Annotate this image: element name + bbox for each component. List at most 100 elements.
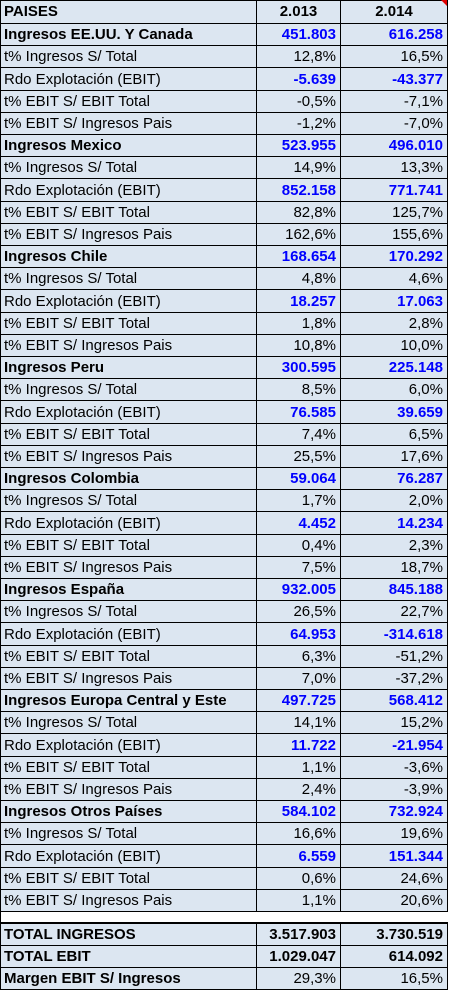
row-label: t% EBIT S/ EBIT Total — [0, 91, 257, 113]
value-cell: -7,0% — [341, 113, 448, 135]
row-label: t% EBIT S/ EBIT Total — [0, 868, 257, 890]
value-cell: -5.639 — [257, 68, 341, 91]
value-cell: 2,4% — [257, 779, 341, 801]
row-label: Ingresos Colombia — [0, 468, 257, 490]
value-cell: 16,6% — [257, 823, 341, 845]
value-cell: 14,9% — [257, 157, 341, 179]
value-cell: 16,5% — [341, 46, 448, 68]
value-cell: 0,6% — [257, 868, 341, 890]
value-cell: 19,6% — [341, 823, 448, 845]
value-cell: 168.654 — [257, 246, 341, 268]
row-label: t% EBIT S/ EBIT Total — [0, 646, 257, 668]
value-cell: 1,7% — [257, 490, 341, 512]
value-cell: 523.955 — [257, 135, 341, 157]
value-cell: 845.188 — [341, 579, 448, 601]
row-label: Ingresos Chile — [0, 246, 257, 268]
row-label: t% EBIT S/ Ingresos Pais — [0, 557, 257, 579]
value-cell: 20,6% — [341, 890, 448, 912]
row-label: Ingresos Peru — [0, 357, 257, 379]
row-label: t% EBIT S/ Ingresos Pais — [0, 113, 257, 135]
value-cell: 932.005 — [257, 579, 341, 601]
value-cell: 10,8% — [257, 335, 341, 357]
header-cell: PAISES — [0, 0, 257, 24]
row-label: t% EBIT S/ Ingresos Pais — [0, 224, 257, 246]
value-cell: 6,5% — [341, 424, 448, 446]
row-label: t% Ingresos S/ Total — [0, 157, 257, 179]
value-cell: -51,2% — [341, 646, 448, 668]
value-cell: 76.585 — [257, 401, 341, 424]
row-label: t% EBIT S/ Ingresos Pais — [0, 335, 257, 357]
value-cell: 11.722 — [257, 734, 341, 757]
row-label: Rdo Explotación (EBIT) — [0, 68, 257, 91]
value-cell: 4.452 — [257, 512, 341, 535]
value-cell: 82,8% — [257, 202, 341, 224]
value-cell: 6,3% — [257, 646, 341, 668]
total-label: Margen EBIT S/ Ingresos — [0, 968, 257, 990]
value-cell: 8,5% — [257, 379, 341, 401]
value-cell: 584.102 — [257, 801, 341, 823]
value-cell: 4,8% — [257, 268, 341, 290]
row-label: Rdo Explotación (EBIT) — [0, 290, 257, 313]
header-cell: 2.014 — [341, 0, 448, 24]
row-label: Rdo Explotación (EBIT) — [0, 401, 257, 424]
value-cell: -7,1% — [341, 91, 448, 113]
value-cell: 2,3% — [341, 535, 448, 557]
value-cell: 732.924 — [341, 801, 448, 823]
value-cell: 7,0% — [257, 668, 341, 690]
row-label: t% EBIT S/ Ingresos Pais — [0, 668, 257, 690]
value-cell: 1,1% — [257, 757, 341, 779]
row-label: Rdo Explotación (EBIT) — [0, 179, 257, 202]
value-cell: 497.725 — [257, 690, 341, 712]
value-cell: 76.287 — [341, 468, 448, 490]
row-label: t% EBIT S/ Ingresos Pais — [0, 446, 257, 468]
value-cell: 59.064 — [257, 468, 341, 490]
value-cell: 1,8% — [257, 313, 341, 335]
row-label: Ingresos Mexico — [0, 135, 257, 157]
row-label: Rdo Explotación (EBIT) — [0, 845, 257, 868]
value-cell: 225.148 — [341, 357, 448, 379]
value-cell: 22,7% — [341, 601, 448, 623]
value-cell: 12,8% — [257, 46, 341, 68]
row-label: Ingresos EE.UU. Y Canada — [0, 24, 257, 46]
row-label: t% EBIT S/ EBIT Total — [0, 424, 257, 446]
value-cell: 300.595 — [257, 357, 341, 379]
value-cell: -0,5% — [257, 91, 341, 113]
row-label: Rdo Explotación (EBIT) — [0, 623, 257, 646]
row-label: t% Ingresos S/ Total — [0, 268, 257, 290]
value-cell: 2,8% — [341, 313, 448, 335]
row-label: Ingresos Europa Central y Este — [0, 690, 257, 712]
value-cell: 4,6% — [341, 268, 448, 290]
row-label: t% EBIT S/ EBIT Total — [0, 313, 257, 335]
value-cell: 451.803 — [257, 24, 341, 46]
value-cell: 2,0% — [341, 490, 448, 512]
value-cell: -21.954 — [341, 734, 448, 757]
row-label: t% EBIT S/ EBIT Total — [0, 535, 257, 557]
value-cell: 162,6% — [257, 224, 341, 246]
value-cell: 6.559 — [257, 845, 341, 868]
value-cell: 64.953 — [257, 623, 341, 646]
value-cell: 1,1% — [257, 890, 341, 912]
value-cell: 6,0% — [341, 379, 448, 401]
row-label: Rdo Explotación (EBIT) — [0, 734, 257, 757]
total-value: 29,3% — [257, 968, 341, 990]
row-label: t% EBIT S/ EBIT Total — [0, 202, 257, 224]
value-cell: -3,6% — [341, 757, 448, 779]
value-cell: 7,4% — [257, 424, 341, 446]
spacer-row — [0, 912, 448, 924]
total-value: 3.730.519 — [341, 924, 448, 946]
value-cell: -37,2% — [341, 668, 448, 690]
total-value: 3.517.903 — [257, 924, 341, 946]
total-label: TOTAL EBIT — [0, 946, 257, 968]
row-label: t% Ingresos S/ Total — [0, 379, 257, 401]
value-cell: -43.377 — [341, 68, 448, 91]
row-label: t% Ingresos S/ Total — [0, 712, 257, 734]
value-cell: 616.258 — [341, 24, 448, 46]
value-cell: 7,5% — [257, 557, 341, 579]
comment-marker — [441, 0, 447, 6]
value-cell: 14,1% — [257, 712, 341, 734]
value-cell: -3,9% — [341, 779, 448, 801]
value-cell: 13,3% — [341, 157, 448, 179]
value-cell: -314.618 — [341, 623, 448, 646]
value-cell: 852.158 — [257, 179, 341, 202]
